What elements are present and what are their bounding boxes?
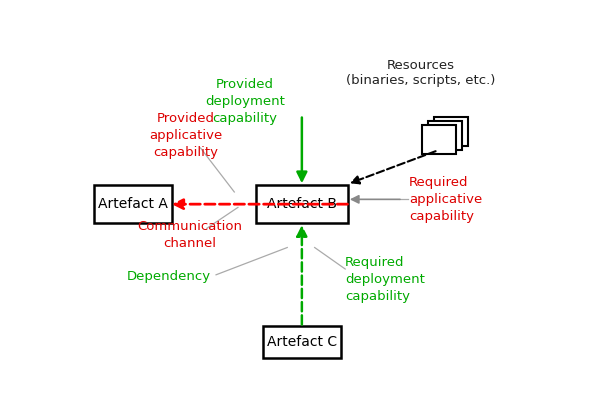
Text: Provided
applicative
capability: Provided applicative capability bbox=[149, 112, 222, 158]
Text: Resources
(binaries, scripts, etc.): Resources (binaries, scripts, etc.) bbox=[346, 58, 495, 86]
FancyBboxPatch shape bbox=[434, 117, 468, 146]
Text: Required
applicative
capability: Required applicative capability bbox=[409, 176, 482, 223]
Text: Artefact C: Artefact C bbox=[267, 335, 337, 349]
FancyBboxPatch shape bbox=[263, 326, 340, 358]
FancyBboxPatch shape bbox=[422, 126, 456, 154]
FancyBboxPatch shape bbox=[428, 121, 462, 150]
FancyBboxPatch shape bbox=[256, 185, 348, 224]
Text: Provided
deployment
capability: Provided deployment capability bbox=[205, 78, 284, 125]
Text: Dependency: Dependency bbox=[127, 270, 211, 283]
Text: Required
deployment
capability: Required deployment capability bbox=[345, 256, 425, 303]
Text: Artefact A: Artefact A bbox=[98, 197, 168, 211]
Text: Artefact B: Artefact B bbox=[267, 197, 337, 211]
Text: Communication
channel: Communication channel bbox=[137, 220, 243, 250]
FancyBboxPatch shape bbox=[94, 185, 172, 224]
